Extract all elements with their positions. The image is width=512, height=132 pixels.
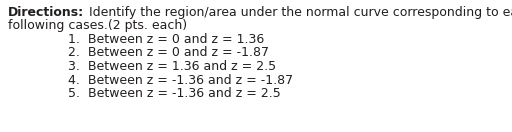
Text: 1.  Between z = 0 and z = 1.36: 1. Between z = 0 and z = 1.36	[68, 33, 264, 46]
Text: Directions:: Directions:	[8, 6, 84, 19]
Text: 4.  Between z = -1.36 and z = -1.87: 4. Between z = -1.36 and z = -1.87	[68, 74, 293, 86]
Text: following cases.(2 pts. each): following cases.(2 pts. each)	[8, 20, 187, 32]
Text: 3.  Between z = 1.36 and z = 2.5: 3. Between z = 1.36 and z = 2.5	[68, 60, 276, 73]
Text: 2.  Between z = 0 and z = -1.87: 2. Between z = 0 and z = -1.87	[68, 46, 269, 60]
Text: 5.  Between z = -1.36 and z = 2.5: 5. Between z = -1.36 and z = 2.5	[68, 87, 281, 100]
Text: Identify the region/area under the normal curve corresponding to each of the: Identify the region/area under the norma…	[85, 6, 512, 19]
